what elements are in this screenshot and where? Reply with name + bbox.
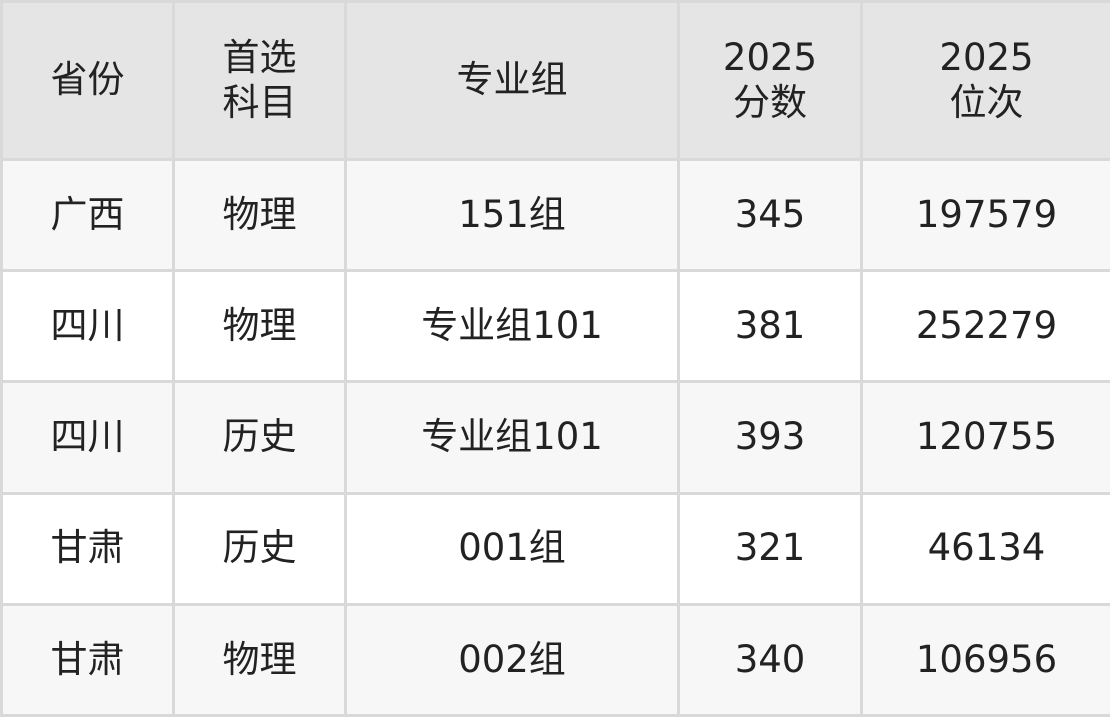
cell-rank: 252279 [860, 269, 1110, 384]
cell-subject: 物理 [172, 269, 347, 384]
cell-rank: 46134 [860, 491, 1110, 606]
header-rank: 2025 位次 [860, 0, 1110, 161]
cell-subject: 历史 [172, 491, 347, 606]
cell-score: 321 [677, 491, 863, 606]
cell-province: 四川 [0, 269, 175, 384]
header-group: 专业组 [344, 0, 680, 161]
header-text: 省份 [50, 58, 125, 102]
header-province: 省份 [0, 0, 175, 161]
cell-province: 四川 [0, 380, 175, 495]
cell-subject: 物理 [172, 602, 347, 717]
cell-province: 甘肃 [0, 491, 175, 606]
header-text: 分数 [733, 80, 807, 124]
table-row: 甘肃 物理 002组 340 106956 [0, 602, 1110, 717]
header-row: 省份 首选 科目 专业组 2025 分数 2025 位次 [0, 0, 1110, 161]
header-text: 2025 [722, 36, 818, 80]
table-row: 甘肃 历史 001组 321 46134 [0, 491, 1110, 606]
cell-province: 广西 [0, 157, 175, 273]
table-row: 广西 物理 151组 345 197579 [0, 157, 1110, 273]
cell-group: 002组 [344, 602, 680, 717]
table-row: 四川 历史 专业组101 393 120755 [0, 380, 1110, 495]
header-text: 位次 [949, 80, 1024, 124]
cell-group: 专业组101 [344, 380, 680, 495]
header-score: 2025 分数 [677, 0, 863, 161]
cell-rank: 197579 [860, 157, 1110, 273]
cell-subject: 历史 [172, 380, 347, 495]
cell-group: 151组 [344, 157, 680, 273]
header-subject: 首选 科目 [172, 0, 347, 161]
cell-subject: 物理 [172, 157, 347, 273]
cell-rank: 120755 [860, 380, 1110, 495]
cell-rank: 106956 [860, 602, 1110, 717]
header-text: 首选 [222, 36, 297, 80]
header-text: 2025 [939, 36, 1034, 80]
header-text: 专业组 [456, 58, 568, 102]
cell-group: 专业组101 [344, 269, 680, 384]
table-row: 四川 物理 专业组101 381 252279 [0, 269, 1110, 384]
cell-score: 340 [677, 602, 863, 717]
cell-group: 001组 [344, 491, 680, 606]
cell-score: 393 [677, 380, 863, 495]
cell-province: 甘肃 [0, 602, 175, 717]
header-text: 科目 [222, 80, 297, 124]
cell-score: 345 [677, 157, 863, 273]
cell-score: 381 [677, 269, 863, 384]
